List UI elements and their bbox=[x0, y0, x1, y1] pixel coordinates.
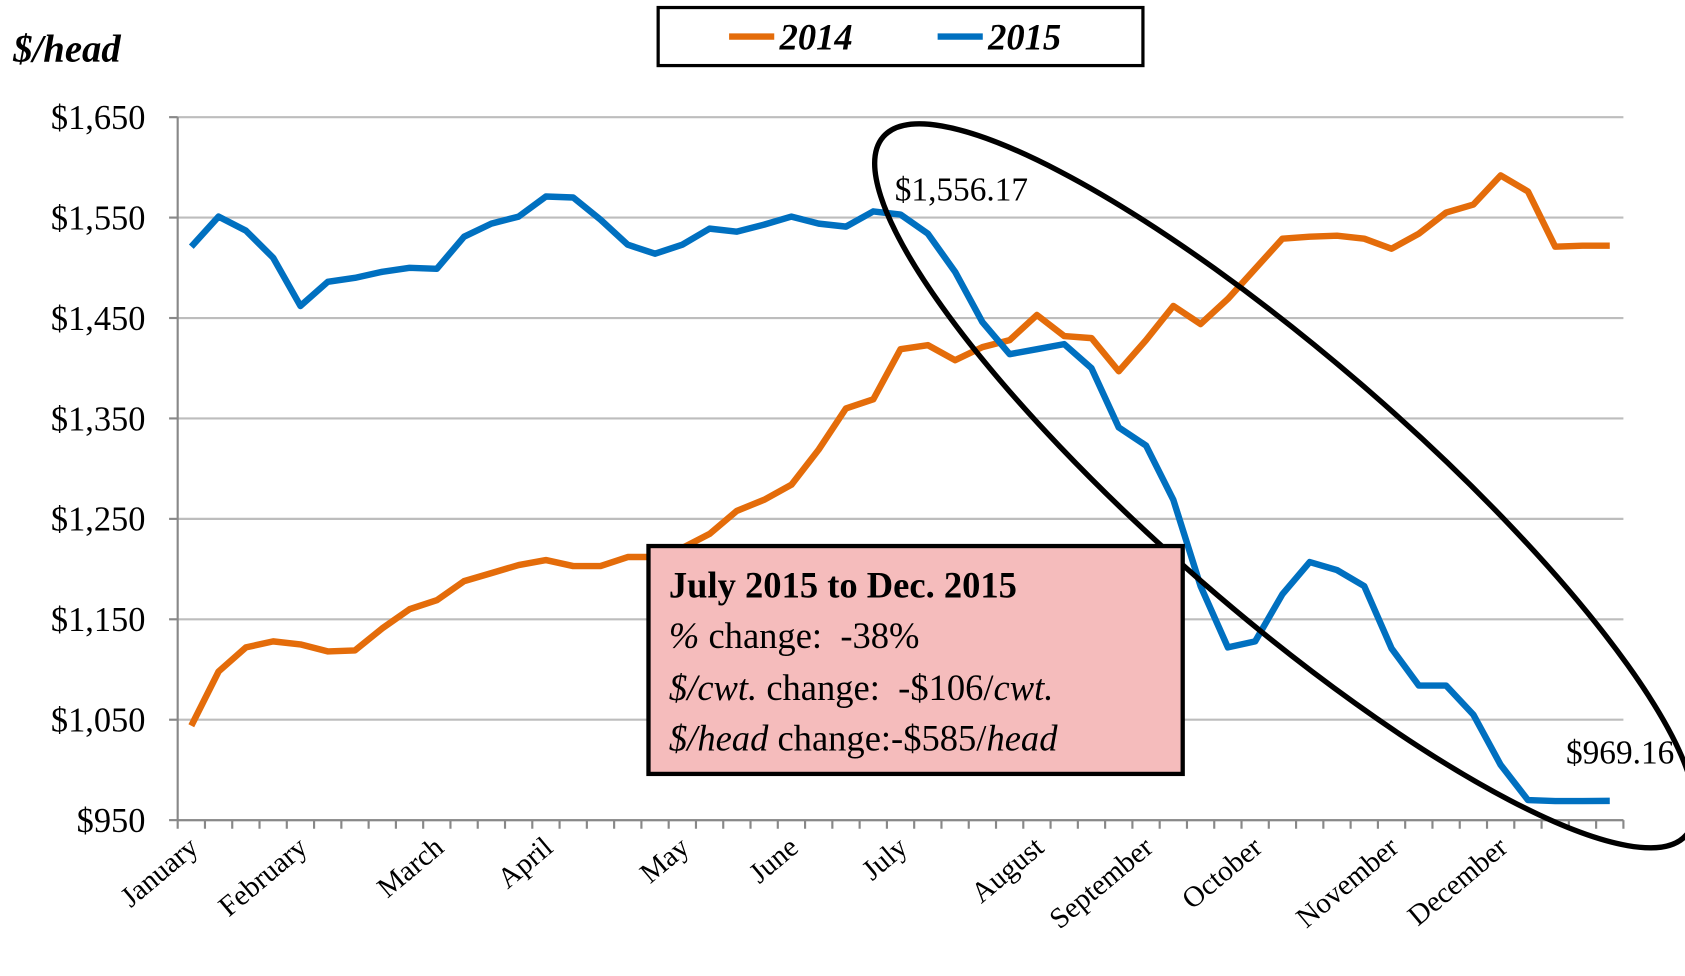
annotation: July 2015 to Dec. 2015 % change: -38% $/… bbox=[646, 543, 1185, 777]
legend-label: 2014 bbox=[779, 16, 853, 57]
y-tick-label: $1,150 bbox=[51, 601, 146, 639]
x-tick-label: October bbox=[1176, 831, 1268, 916]
x-tick-label: May bbox=[634, 831, 696, 890]
annotation-part: cwt. bbox=[994, 667, 1054, 708]
y-tick-label: $1,450 bbox=[51, 300, 146, 338]
annotation-part: head bbox=[986, 717, 1058, 758]
annotation-line: $/head change:-$585/head bbox=[669, 717, 1058, 758]
annotation-part: % bbox=[669, 615, 699, 656]
x-tick-label: March bbox=[371, 831, 450, 905]
annotation-line: % change: -38% bbox=[669, 615, 920, 656]
x-tick-label: June bbox=[743, 831, 804, 890]
annotation-part: $/cwt. bbox=[669, 667, 757, 708]
annotation-part: change:-$585/ bbox=[768, 717, 987, 758]
highlight-ellipse bbox=[872, 121, 1685, 851]
x-tick-label: January bbox=[115, 831, 205, 914]
data-label: $1,556.17 bbox=[895, 172, 1028, 209]
data-label: $969.16 bbox=[1566, 734, 1674, 771]
x-tick-label: February bbox=[213, 831, 314, 923]
series-line bbox=[188, 193, 1610, 805]
y-tick-label: $1,550 bbox=[51, 199, 146, 237]
x-tick-label: November bbox=[1290, 831, 1405, 934]
annotation-title: July 2015 to Dec. 2015 bbox=[669, 565, 1017, 606]
annotation-part: change: -$106/ bbox=[757, 667, 994, 708]
x-tick-label: July bbox=[856, 831, 914, 887]
y-tick-label: $950 bbox=[77, 802, 146, 840]
y-tick-label: $1,650 bbox=[51, 99, 146, 137]
x-tick-label: December bbox=[1402, 831, 1514, 932]
y-tick-label: $1,050 bbox=[51, 702, 146, 740]
x-tick-label: August bbox=[965, 831, 1050, 909]
annotation-part: change: -38% bbox=[699, 615, 919, 656]
x-tick-label: September bbox=[1044, 831, 1160, 935]
annotation-line: $/cwt. change: -$106/cwt. bbox=[669, 667, 1054, 708]
y-tick-label: $1,350 bbox=[51, 400, 146, 438]
annotation-box bbox=[646, 543, 1185, 777]
y-tick-label: $1,250 bbox=[51, 501, 146, 539]
x-tick-label: April bbox=[492, 831, 559, 895]
legend-label: 2015 bbox=[987, 16, 1061, 57]
plot-area: $950 $1,050 $1,150 $1,250 $1,350 $1,450 $1,550… bbox=[51, 99, 1674, 935]
series-line bbox=[188, 172, 1610, 728]
y-axis-label: $/head bbox=[12, 28, 121, 70]
annotation-part: $/head bbox=[669, 717, 769, 758]
